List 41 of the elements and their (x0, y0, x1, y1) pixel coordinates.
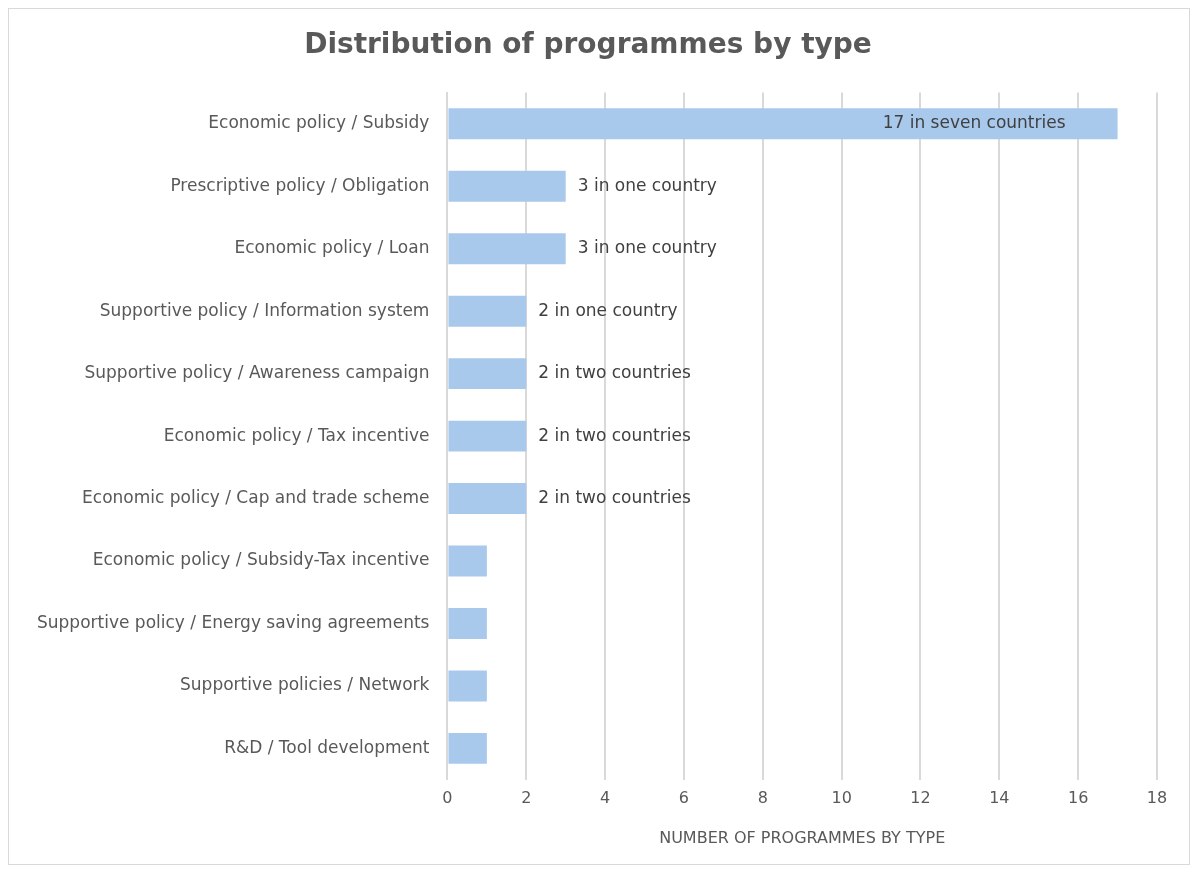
y-tick-label: Supportive policy / Information system (99, 299, 430, 320)
y-tick-label: Economic policy / Tax incentive (163, 424, 430, 445)
chart-title: Distribution of programmes by type (304, 27, 872, 61)
data-label: 2 in two countries (538, 486, 691, 507)
x-tick-label: 12 (910, 788, 931, 808)
x-tick-label: 14 (989, 788, 1010, 808)
y-tick-label: Prescriptive policy / Obligation (170, 174, 430, 195)
y-tick-label: R&D / Tool development (224, 736, 430, 757)
y-tick-label: Economic policy / Subsidy (208, 112, 430, 133)
x-tick-label: 0 (442, 788, 453, 808)
y-tick-label: Economic policy / Cap and trade scheme (82, 486, 430, 507)
bar (448, 483, 527, 515)
x-tick-label: 10 (831, 788, 852, 808)
x-tick-label: 8 (757, 788, 768, 808)
bar (448, 358, 527, 390)
bar (448, 170, 566, 202)
bar (448, 420, 527, 452)
y-tick-label: Supportive policy / Energy saving agreements (37, 611, 430, 632)
bar (448, 108, 1118, 140)
data-label: 17 in seven countries (882, 112, 1066, 133)
y-tick-label: Economic policy / Loan (234, 237, 430, 258)
y-tick-label: Economic policy / Subsidy-Tax incentive (92, 549, 430, 570)
bar (448, 545, 487, 577)
data-label: 3 in one country (577, 237, 717, 258)
data-label: 2 in two countries (538, 362, 691, 383)
x-tick-label: 16 (1067, 788, 1089, 808)
y-tick-label: Supportive policy / Awareness campaign (84, 362, 430, 383)
x-tick-label: 6 (678, 788, 690, 808)
y-tick-label: Supportive policies / Network (180, 674, 430, 695)
bar (448, 295, 527, 327)
data-label: 2 in two countries (538, 424, 691, 445)
data-label: 2 in one country (538, 299, 678, 320)
x-tick-label: 4 (600, 788, 611, 808)
bar (448, 670, 487, 702)
x-axis-title: NUMBER OF PROGRAMMES BY TYPE (659, 827, 946, 847)
data-label: 3 in one country (577, 174, 717, 195)
bar (448, 608, 487, 639)
bar (448, 233, 566, 265)
x-tick-label: 18 (1146, 788, 1168, 808)
x-tick-label: 2 (521, 788, 532, 808)
bar (448, 732, 487, 764)
